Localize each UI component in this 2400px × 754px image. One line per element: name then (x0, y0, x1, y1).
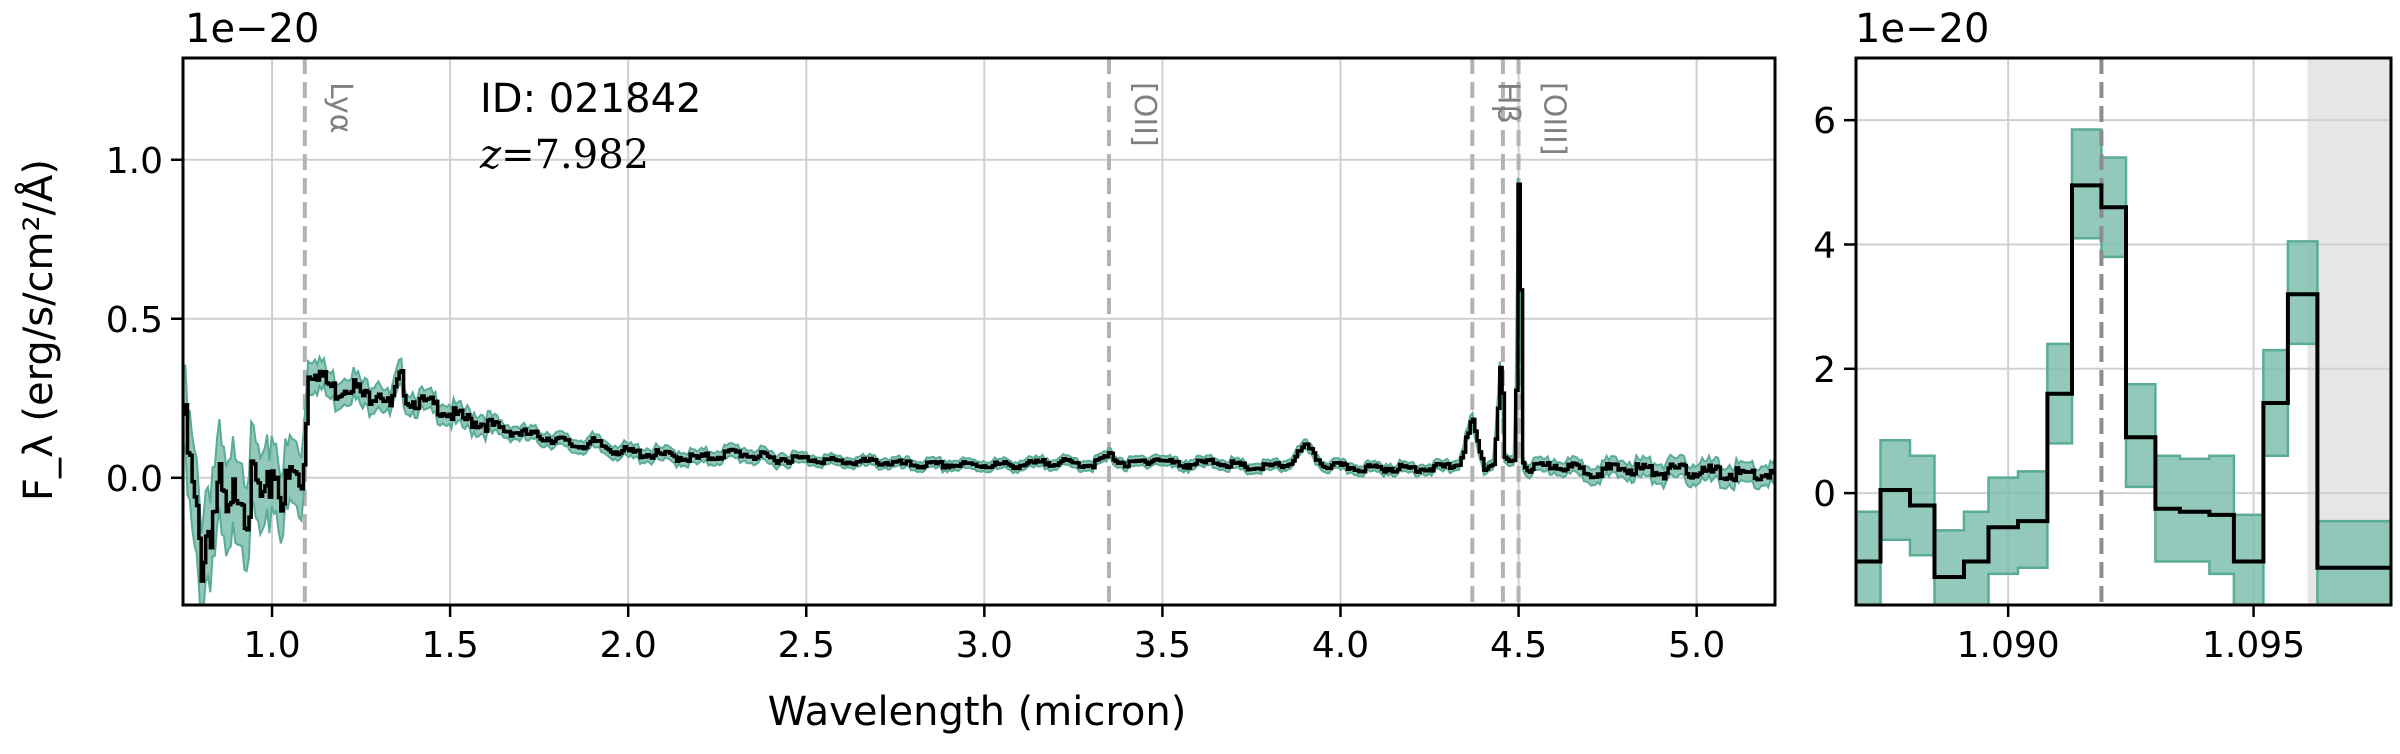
main-y-tick-label: 1.0 (106, 141, 163, 182)
zoom-plot-frame (1854, 56, 2393, 607)
zoom-y-offset-label: 1e−20 (1855, 6, 1989, 52)
main-x-tick-label: 3.0 (956, 625, 1013, 666)
zoom-error-band (1856, 128, 2391, 605)
y-axis-label: F_λ (erg/s/cm²/Å) (14, 159, 62, 501)
main-x-tick-label: 1.5 (421, 625, 478, 666)
main-plot-frame (181, 56, 1777, 607)
zoom-x-tick-label: 1.090 (1957, 625, 2060, 666)
zoom-y-tick-label: 2 (1813, 350, 1836, 391)
emission-line-label: [OII] (1127, 82, 1162, 147)
main-y-offset-label: 1e−20 (185, 6, 319, 52)
zoom-y-tick-label: 6 (1813, 101, 1836, 142)
emission-line-label: Hβ (1490, 82, 1525, 124)
redshift-annotation: z=7.982 (479, 132, 649, 178)
main-spectrum-panel: Lyα [OII] Hβ [OIII] 1.0 1.5 2.0 2.5 3.0 3.5 4.0 4.5… (106, 56, 1777, 666)
main-y-tick-label: 0.0 (106, 459, 163, 500)
redshift-value: =7.982 (501, 132, 649, 178)
zoom-y-tick-label: 0 (1813, 474, 1836, 515)
x-axis-label: Wavelength (micron) (768, 689, 1187, 735)
main-x-tick-label: 2.5 (778, 625, 835, 666)
emission-line-label: [OIII] (1537, 82, 1572, 156)
zoom-y-tick-label: 4 (1813, 225, 1836, 266)
masked-region (2307, 58, 2391, 605)
spectrum-line (183, 182, 1775, 583)
spectrum-error-band (183, 178, 1775, 605)
id-annotation: ID: 021842 (480, 76, 701, 122)
emission-line-label: Lyα (323, 82, 358, 134)
main-y-tick-label: 0.5 (106, 300, 163, 341)
main-x-tick-label: 5.0 (1668, 625, 1725, 666)
zoom-spectrum-line (1856, 183, 2391, 579)
redshift-symbol: z (479, 132, 502, 178)
main-x-tick-label: 4.5 (1490, 625, 1547, 666)
main-x-tick-label: 1.0 (243, 625, 300, 666)
zoom-x-tick-label: 1.095 (2202, 625, 2305, 666)
main-x-tick-label: 4.0 (1312, 625, 1369, 666)
main-x-tick-label: 2.0 (600, 625, 657, 666)
zoom-lya-panel: 1.090 1.095 0 2 4 6 (1813, 56, 2393, 666)
main-x-tick-label: 3.5 (1134, 625, 1191, 666)
